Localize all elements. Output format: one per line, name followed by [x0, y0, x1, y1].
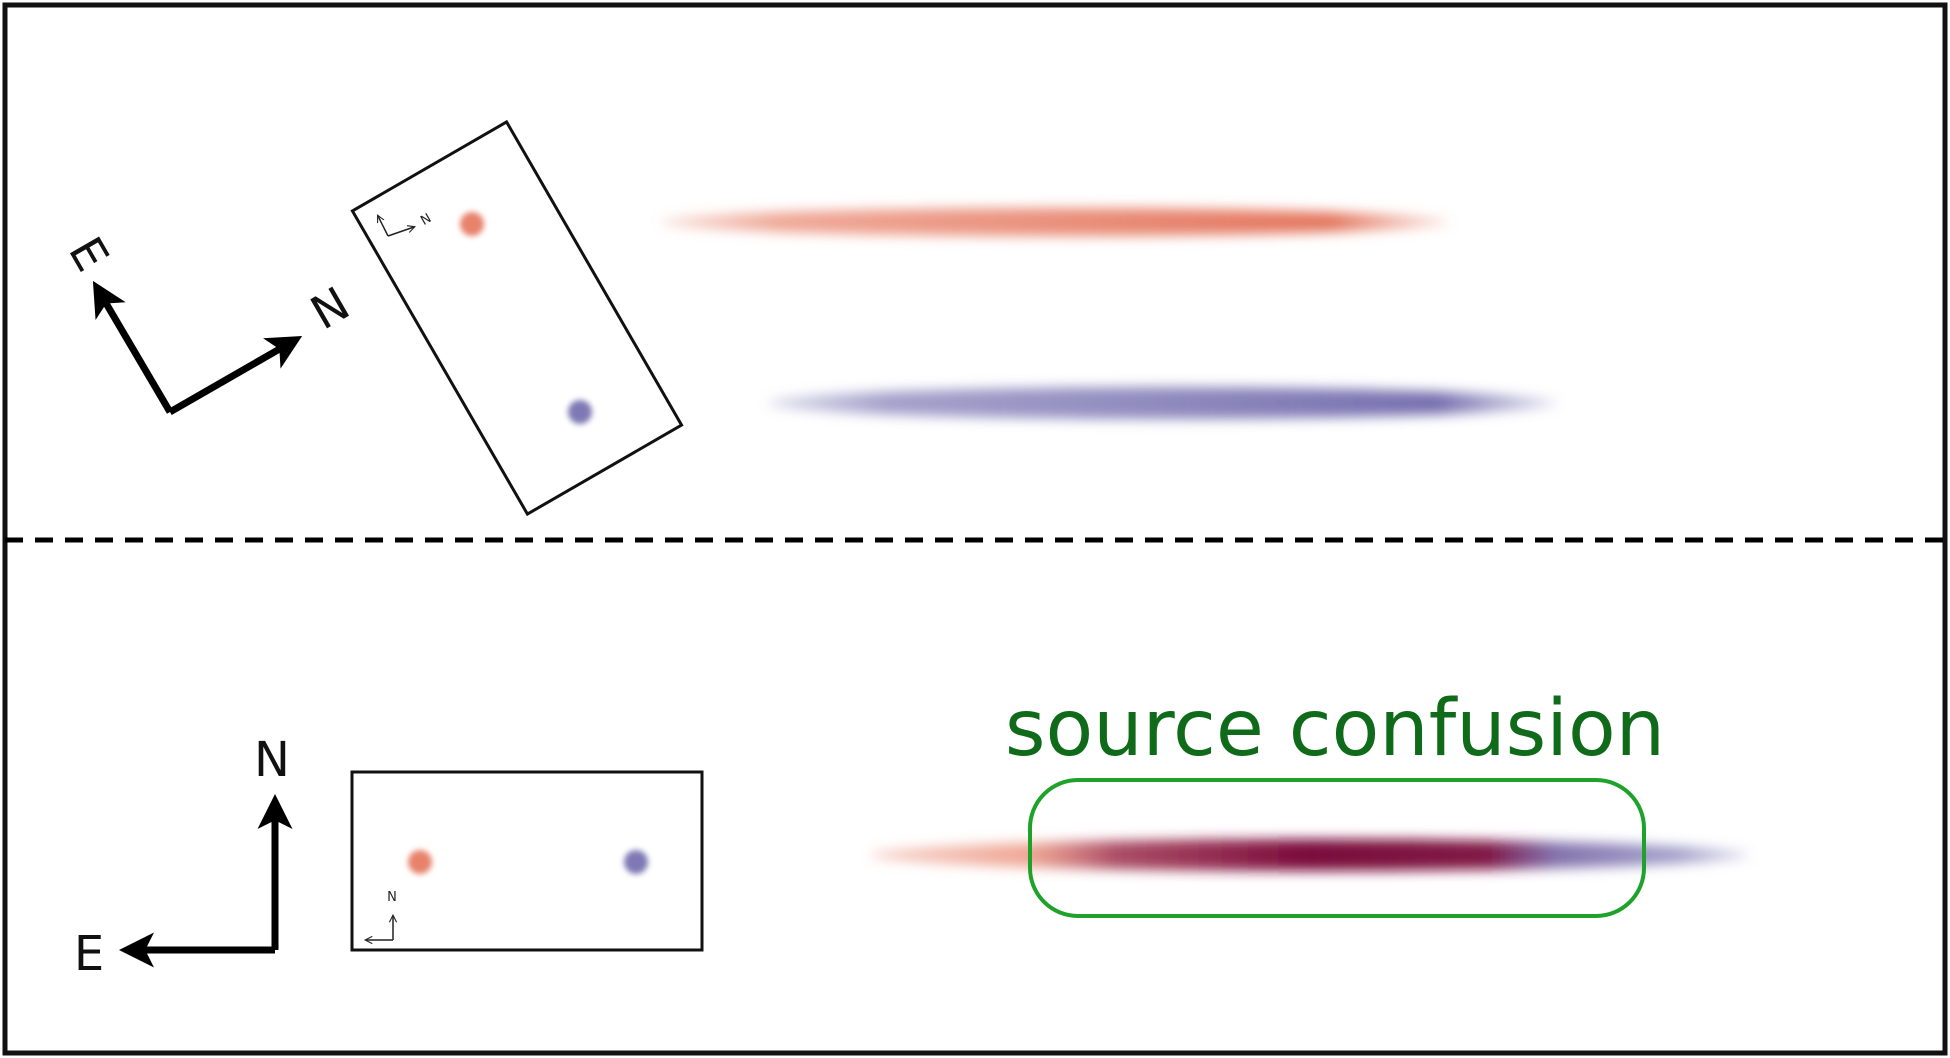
- top-slit-box: [350, 119, 684, 517]
- top-compass-east-label: E: [58, 228, 119, 280]
- bottom-blue-source: [624, 850, 648, 874]
- top-blue-source: [568, 400, 592, 424]
- top-blue-spectrum: [767, 387, 1557, 419]
- top-red-source: [460, 212, 484, 236]
- top-compass: E N: [58, 228, 359, 416]
- bottom-compass: N E: [74, 732, 293, 982]
- bottom-red-source: [408, 850, 432, 874]
- bottom-slit-mini-north-label: N: [387, 890, 397, 905]
- source-confusion-outline: [1028, 778, 1646, 918]
- bottom-slit-mini-compass: N: [366, 890, 397, 940]
- top-compass-north-label: N: [302, 276, 359, 340]
- bottom-compass-north-label: N: [254, 732, 290, 788]
- bottom-panel: N E N source confusion: [74, 684, 1750, 982]
- bottom-compass-east-label: E: [74, 926, 104, 982]
- top-slit-mini-north-label: N: [418, 211, 434, 229]
- top-slit-mini-compass: N: [378, 211, 434, 237]
- bottom-slit-box: [350, 770, 704, 952]
- bottom-blended-spectrum: [870, 839, 1750, 871]
- top-red-spectrum: [660, 208, 1450, 236]
- top-panel: E N N: [58, 119, 1557, 517]
- source-confusion-label: source confusion: [1005, 684, 1665, 774]
